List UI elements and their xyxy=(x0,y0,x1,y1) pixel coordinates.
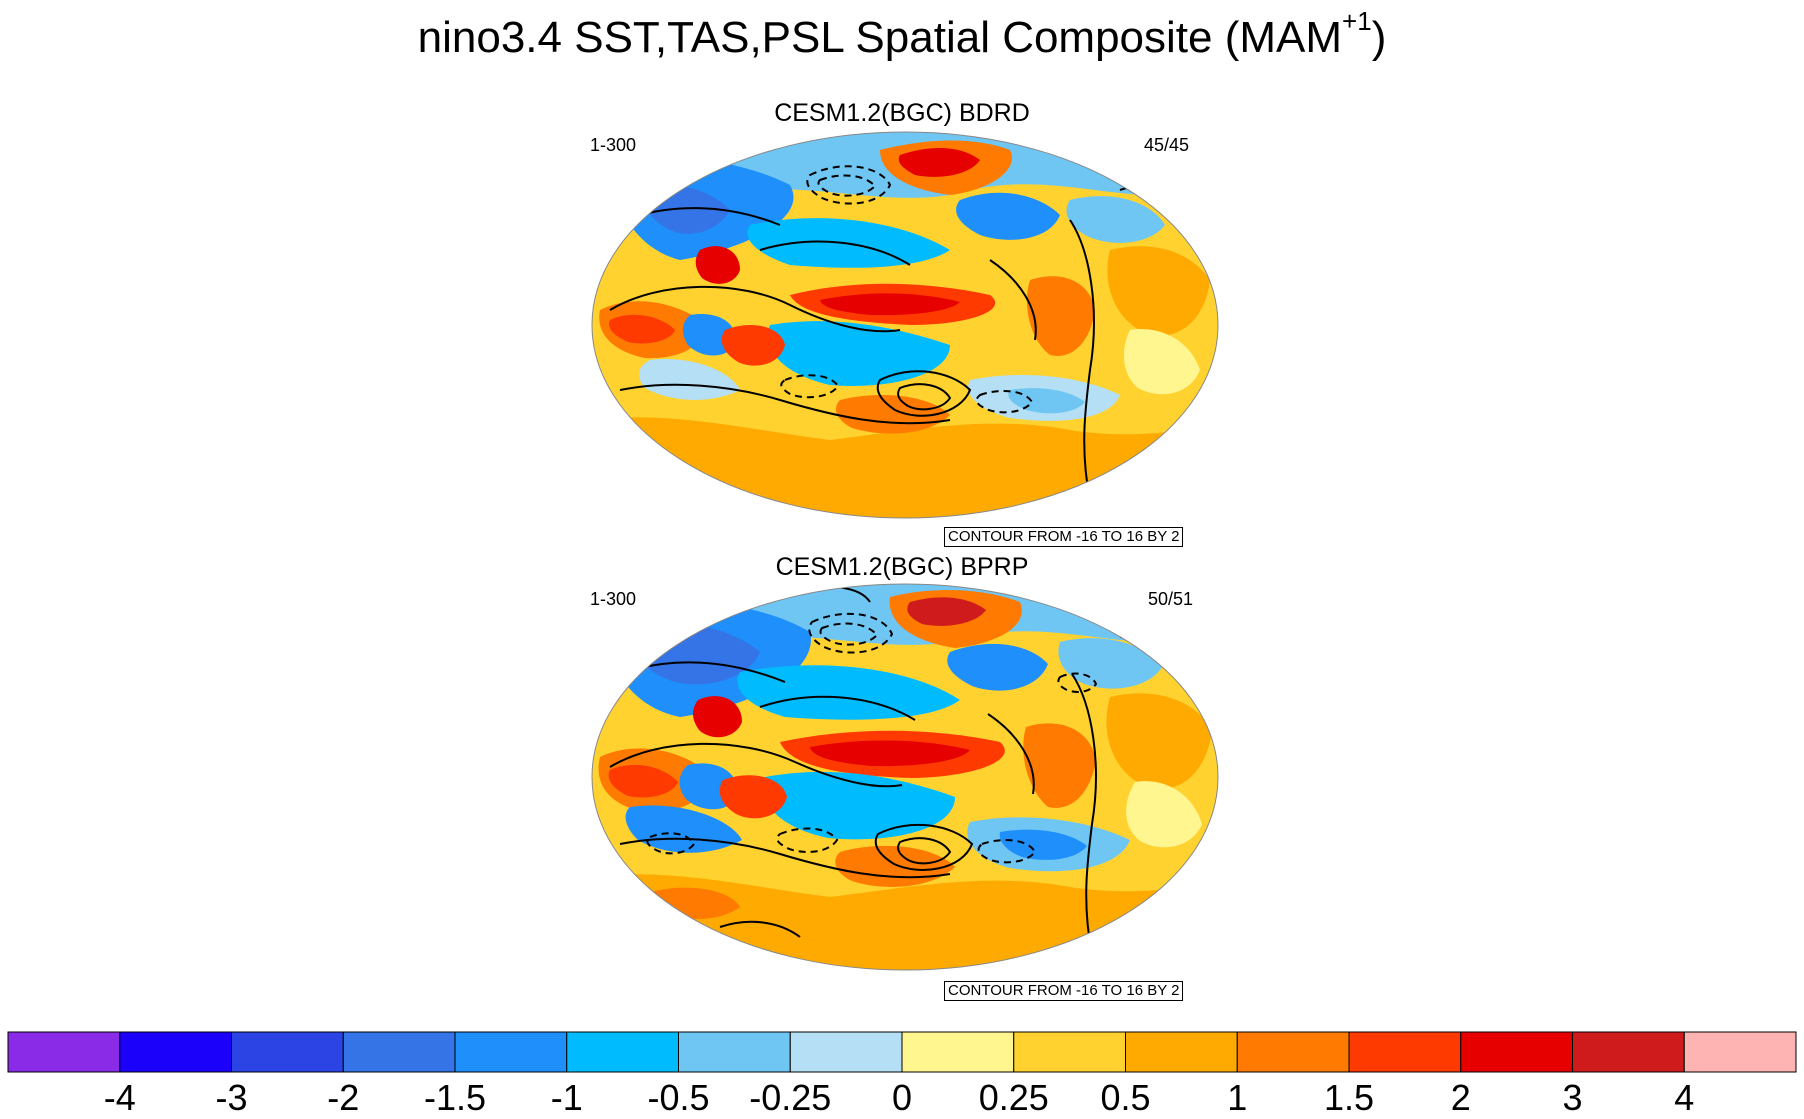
colorbar-tick-label: -4 xyxy=(104,1077,136,1118)
colorbar-box xyxy=(1572,1031,1685,1073)
figure-title-text: nino3.4 SST,TAS,PSL Spatial Composite (M… xyxy=(417,13,1343,62)
figure-title: nino3.4 SST,TAS,PSL Spatial Composite (M… xyxy=(0,8,1804,66)
colorbar-tick-label: -0.5 xyxy=(647,1077,709,1118)
colorbar-box xyxy=(789,1031,903,1073)
colorbar-tick-label: 0.5 xyxy=(1100,1077,1150,1118)
colorbar-box xyxy=(1125,1031,1238,1073)
panel-2-map-svg xyxy=(591,583,1219,971)
figure-title-close: ) xyxy=(1371,13,1387,62)
colorbar-box xyxy=(1013,1031,1126,1073)
colorbar-box xyxy=(119,1031,232,1073)
panel-2-range-label: 1-300 xyxy=(590,589,637,609)
colorbar-box xyxy=(566,1031,679,1073)
panel-1-title: CESM1.2(BGC) BDRD xyxy=(774,99,1030,127)
figure-title-superscript: +1 xyxy=(1342,6,1372,36)
colorbar-tick-label: 0 xyxy=(892,1077,912,1118)
colorbar-box xyxy=(901,1031,1015,1073)
colorbar-box xyxy=(454,1031,568,1073)
panel-2-contour-label: CONTOUR FROM -16 TO 16 BY 2 xyxy=(944,981,1184,1001)
panel-2-count-label: 50/51 xyxy=(1148,589,1194,609)
colorbar-box xyxy=(342,1031,456,1073)
colorbar-tick-label: 0.25 xyxy=(979,1077,1049,1118)
colorbar-box xyxy=(678,1031,791,1073)
colorbar-box xyxy=(7,1031,121,1073)
colorbar-tick-label: 2 xyxy=(1451,1077,1471,1118)
colorbar-box xyxy=(1460,1031,1573,1073)
panel-1-map-svg xyxy=(591,131,1219,519)
panel-1-map xyxy=(590,130,1220,520)
colorbar-labels: -4 -3 -2 -1.5 -1 -0.5 -0.25 0 0.25 0.5 1 1.5 2 3 4 xyxy=(104,1077,1695,1118)
colorbar-tick-label: -3 xyxy=(215,1077,247,1118)
colorbar-box xyxy=(1236,1031,1350,1073)
panel-2-title: CESM1.2(BGC) BPRP xyxy=(775,553,1029,581)
colorbar-boxes xyxy=(7,1031,1797,1073)
colorbar-tick-label: -1 xyxy=(551,1077,583,1118)
colorbar-box xyxy=(231,1031,344,1073)
colorbar-box xyxy=(1348,1031,1462,1073)
panel-2-map xyxy=(590,582,1220,972)
colorbar-tick-label: 1.5 xyxy=(1324,1077,1374,1118)
panel-1-contour-label: CONTOUR FROM -16 TO 16 BY 2 xyxy=(944,527,1184,547)
colorbar-tick-label: -2 xyxy=(327,1077,359,1118)
colorbar-tick-label: -1.5 xyxy=(424,1077,486,1118)
colorbar-tick-label: 1 xyxy=(1227,1077,1247,1118)
colorbar-tick-label: -0.25 xyxy=(749,1077,831,1118)
colorbar-tick-label: 4 xyxy=(1674,1077,1694,1118)
panel-1-count-label: 45/45 xyxy=(1144,135,1190,155)
colorbar-box xyxy=(1683,1031,1797,1073)
colorbar: -4 -3 -2 -1.5 -1 -0.5 -0.25 0 0.25 0.5 1 1.5 2 3 4 xyxy=(7,1031,1797,1118)
colorbar-tick-label: 3 xyxy=(1562,1077,1582,1118)
panel-1-range-label: 1-300 xyxy=(590,135,637,155)
